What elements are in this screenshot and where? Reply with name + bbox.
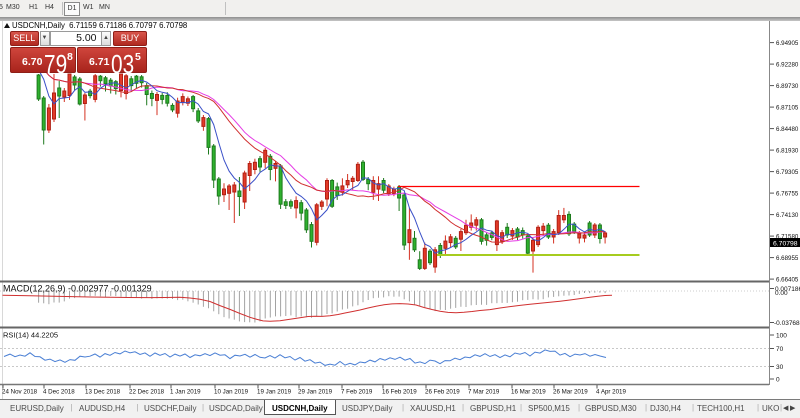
svg-text:MACD(12,26,9) -0.002977 -0.001: MACD(12,26,9) -0.002977 -0.001329 [3,284,152,294]
svg-text:6.66405: 6.66405 [776,277,799,284]
svg-text:0: 0 [776,376,780,383]
svg-text:6.76755: 6.76755 [776,191,799,198]
svg-text:30: 30 [776,364,784,371]
svg-text:6.68955: 6.68955 [776,255,799,262]
svg-text:6.74130: 6.74130 [776,212,799,219]
svg-text:16 Mar 2019: 16 Mar 2019 [511,389,546,396]
svg-text:13 Dec 2018: 13 Dec 2018 [85,389,121,396]
svg-text:6.84480: 6.84480 [776,126,799,133]
svg-text:10 Jan 2019: 10 Jan 2019 [214,389,249,396]
svg-text:1 Jan 2019: 1 Jan 2019 [170,389,201,396]
svg-text:4 Dec 2018: 4 Dec 2018 [43,389,75,396]
svg-text:0.007186: 0.007186 [775,286,800,293]
svg-text:6.92280: 6.92280 [776,62,799,69]
svg-text:6.87105: 6.87105 [776,105,799,112]
svg-text:19 Jan 2019: 19 Jan 2019 [257,389,292,396]
svg-text:70: 70 [776,346,784,353]
svg-text:6.71580: 6.71580 [776,234,799,241]
svg-text:7 Mar 2019: 7 Mar 2019 [468,389,500,396]
svg-text:0.00: 0.00 [775,290,788,297]
svg-text:24 Nov 2018: 24 Nov 2018 [2,389,38,396]
svg-text:22 Dec 2018: 22 Dec 2018 [129,389,165,396]
svg-text:USDCNH,Daily 6.71159 6.71186: USDCNH,Daily 6.71159 6.71186 6.70797 6.7… [12,21,187,30]
svg-text:6.79305: 6.79305 [776,169,799,176]
svg-text:29 Jan 2019: 29 Jan 2019 [298,389,333,396]
svg-text:26 Feb 2019: 26 Feb 2019 [425,389,460,396]
svg-text:26 Mar 2019: 26 Mar 2019 [553,389,588,396]
svg-text:7 Feb 2019: 7 Feb 2019 [341,389,373,396]
svg-text:RSI(14) 44.2205: RSI(14) 44.2205 [3,331,58,340]
svg-text:-0.037688: -0.037688 [774,320,800,327]
svg-text:6.70798: 6.70798 [773,240,798,247]
svg-text:6.81930: 6.81930 [776,148,799,155]
svg-text:16 Feb 2019: 16 Feb 2019 [382,389,417,396]
svg-text:6.89730: 6.89730 [776,83,799,90]
svg-text:6.94905: 6.94905 [776,40,799,47]
svg-text:100: 100 [776,332,787,339]
svg-text:4 Apr 2019: 4 Apr 2019 [596,389,626,396]
